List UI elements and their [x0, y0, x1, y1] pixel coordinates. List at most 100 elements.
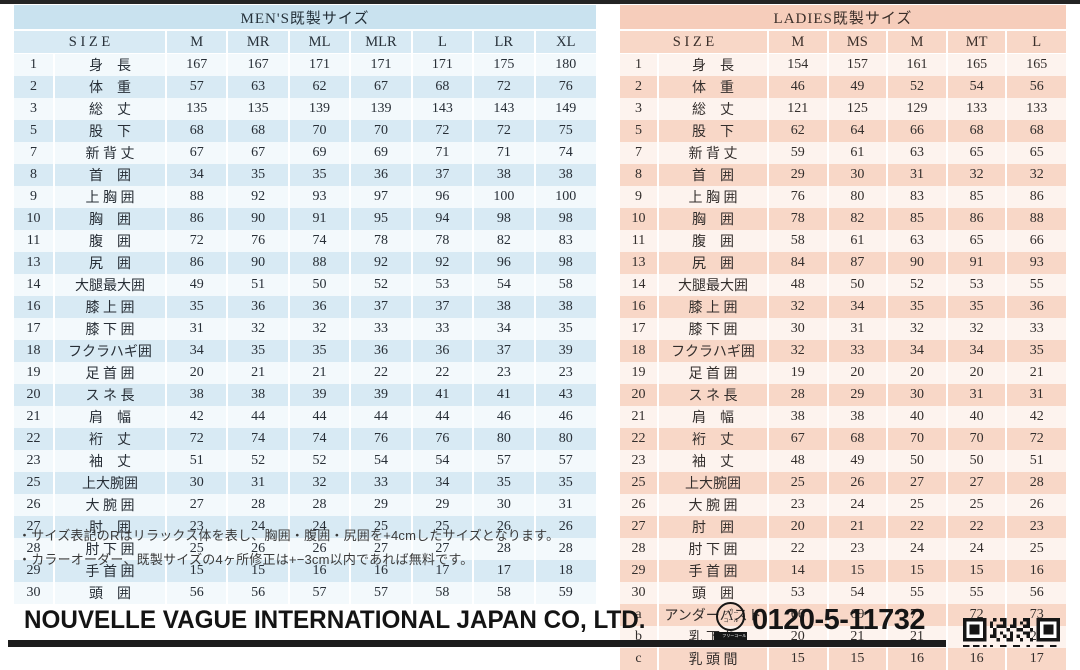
size-value-cell: 41	[412, 384, 473, 406]
size-value-cell: 20	[768, 516, 828, 538]
size-value-cell: 86	[166, 208, 227, 230]
size-value-cell: 70	[289, 120, 350, 142]
measurement-label-cell: フクラハギ囲	[54, 340, 166, 362]
size-value-cell: 42	[166, 406, 227, 428]
size-value-cell: 32	[887, 318, 947, 340]
size-value-cell: 35	[947, 296, 1007, 318]
size-value-cell: 30	[166, 472, 227, 494]
size-value-cell: 75	[535, 120, 596, 142]
measurement-label-cell: 大 腕 囲	[54, 494, 166, 516]
size-value-cell: 52	[887, 76, 947, 98]
size-value-cell: 23	[535, 362, 596, 384]
measurement-label-cell: 足 首 囲	[54, 362, 166, 384]
measurement-label-cell: 肩 幅	[658, 406, 768, 428]
size-value-cell: 57	[289, 582, 350, 604]
row-number-cell: c	[620, 648, 658, 670]
size-value-cell: 40	[947, 406, 1007, 428]
size-value-cell: 67	[768, 428, 828, 450]
size-value-cell: 76	[535, 76, 596, 98]
row-number-cell: 28	[620, 538, 658, 560]
measurement-label-cell: 裄 丈	[658, 428, 768, 450]
size-value-cell: 86	[1006, 186, 1066, 208]
footnote-color-order: ・カラーオーダー、既製サイズの4ヶ所修正は+−3cm以内であれば無料です。	[18, 548, 578, 572]
row-number-cell: 11	[620, 230, 658, 252]
size-value-cell: 143	[412, 98, 473, 120]
size-value-cell: 35	[289, 164, 350, 186]
size-value-cell: 25	[768, 472, 828, 494]
ladies-col-m: M	[768, 30, 828, 54]
size-value-cell: 30	[768, 318, 828, 340]
size-value-cell: 31	[1006, 384, 1066, 406]
size-value-cell: 27	[947, 472, 1007, 494]
ladies-col-m2: M	[887, 30, 947, 54]
freecall-bar-text: フリーコール	[722, 634, 739, 638]
size-value-cell: 171	[289, 54, 350, 77]
size-value-cell: 49	[166, 274, 227, 296]
size-value-cell: 52	[227, 450, 288, 472]
size-value-cell: 161	[887, 54, 947, 77]
measurement-label-cell: 首 囲	[658, 164, 768, 186]
size-value-cell: 82	[473, 230, 534, 252]
measurement-label-cell: 袖 丈	[658, 450, 768, 472]
size-value-cell: 56	[1006, 582, 1066, 604]
measurement-label-cell: 大腿最大囲	[54, 274, 166, 296]
row-number-cell: 26	[14, 494, 54, 516]
row-number-cell: 26	[620, 494, 658, 516]
size-value-cell: 98	[535, 252, 596, 274]
size-value-cell: 23	[1006, 516, 1066, 538]
size-value-cell: 167	[227, 54, 288, 77]
size-value-cell: 24	[947, 538, 1007, 560]
row-number-cell: 3	[620, 98, 658, 120]
size-value-cell: 39	[350, 384, 411, 406]
row-number-cell: 23	[14, 450, 54, 472]
size-value-cell: 76	[227, 230, 288, 252]
size-value-cell: 35	[166, 296, 227, 318]
size-value-cell: 91	[947, 252, 1007, 274]
measurement-label-cell: 尻 囲	[54, 252, 166, 274]
size-value-cell: 65	[947, 142, 1007, 164]
size-value-cell: 88	[289, 252, 350, 274]
size-value-cell: 44	[289, 406, 350, 428]
size-value-cell: 68	[412, 76, 473, 98]
mens-table-title: MEN'S既製サイズ	[14, 5, 596, 30]
row-number-cell: 1	[620, 54, 658, 77]
size-value-cell: 19	[768, 362, 828, 384]
size-value-cell: 54	[412, 450, 473, 472]
measurement-label-cell: 股 下	[54, 120, 166, 142]
measurement-label-cell: 腹 囲	[54, 230, 166, 252]
size-value-cell: 52	[887, 274, 947, 296]
size-value-cell: 25	[887, 494, 947, 516]
size-value-cell: 67	[227, 142, 288, 164]
freecall-circle-text2: コール	[723, 618, 738, 622]
size-value-cell: 35	[887, 296, 947, 318]
size-value-cell: 68	[947, 120, 1007, 142]
row-number-cell: 18	[620, 340, 658, 362]
size-value-cell: 29	[828, 384, 888, 406]
size-value-cell: 46	[768, 76, 828, 98]
size-value-cell: 53	[947, 274, 1007, 296]
size-value-cell: 48	[768, 274, 828, 296]
size-value-cell: 21	[828, 516, 888, 538]
size-value-cell: 80	[828, 186, 888, 208]
size-value-cell: 72	[166, 230, 227, 252]
size-value-cell: 36	[412, 340, 473, 362]
size-value-cell: 68	[166, 120, 227, 142]
size-value-cell: 38	[768, 406, 828, 428]
size-value-cell: 15	[828, 560, 888, 582]
measurement-label-cell: 新 背 丈	[54, 142, 166, 164]
size-value-cell: 71	[473, 142, 534, 164]
size-value-cell: 20	[828, 362, 888, 384]
size-value-cell: 22	[412, 362, 473, 384]
size-value-cell: 35	[535, 472, 596, 494]
size-value-cell: 28	[289, 494, 350, 516]
